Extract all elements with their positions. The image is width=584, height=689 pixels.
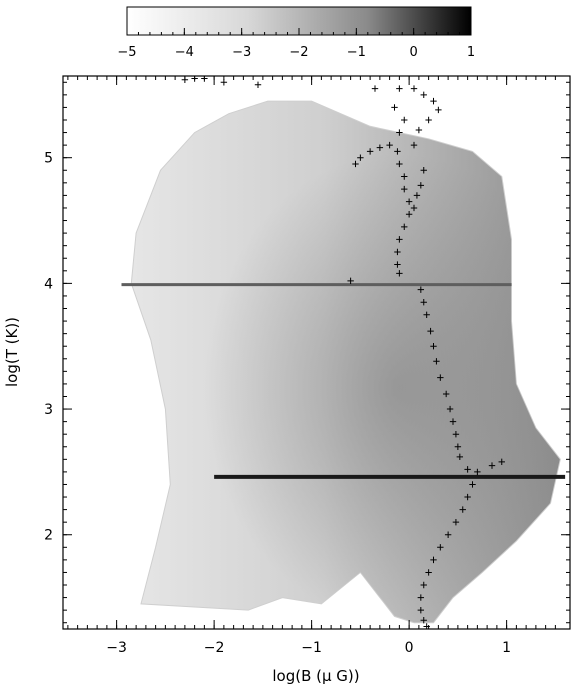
- x-tick-label: 1: [502, 640, 511, 656]
- marker-point-49: [452, 430, 460, 438]
- marker-point-61: [437, 544, 444, 551]
- axis-ticks: −3 −2 −1 0 1 2 3 4 5: [44, 76, 570, 656]
- distribution-core: [131, 101, 561, 623]
- marker-point-60: [444, 531, 452, 538]
- marker-point-33: [415, 126, 423, 134]
- marker-point-25: [394, 248, 401, 256]
- marker-series: [181, 76, 505, 629]
- marker-point-63: [425, 569, 432, 576]
- marker-point-58: [459, 506, 466, 513]
- marker-point-35: [420, 167, 427, 174]
- marker-point-67: [420, 617, 427, 624]
- colorbar-tick-label: −2: [289, 45, 308, 60]
- colorbar-tick-label: 0: [410, 45, 418, 60]
- marker-point-42: [427, 327, 434, 335]
- marker-point-13: [396, 85, 403, 92]
- marker-point-31: [435, 106, 442, 114]
- x-axis-title: log(B (μ G)): [272, 667, 359, 685]
- plot-frame: [62, 75, 571, 630]
- plot-area: −3 −2 −1 0 1 2 3 4 5: [44, 75, 571, 656]
- marker-point-34: [410, 141, 418, 149]
- colorbar-tick-label: 1: [467, 45, 475, 60]
- marker-point-11: [386, 141, 393, 149]
- marker-point-30: [430, 97, 437, 105]
- marker-point-45: [437, 374, 444, 381]
- marker-point-8: [357, 154, 364, 161]
- marker-point-29: [420, 91, 427, 99]
- marker-point-22: [405, 211, 413, 218]
- marker-point-32: [425, 116, 432, 124]
- marker-point-38: [410, 204, 418, 212]
- y-tick-label: 2: [44, 528, 53, 544]
- y-tick-label: 4: [44, 276, 53, 292]
- marker-point-7: [352, 160, 359, 168]
- marker-point-23: [401, 223, 408, 231]
- marker-point-46: [442, 390, 450, 398]
- marker-point-44: [433, 358, 440, 365]
- marker-point-39: [417, 286, 425, 293]
- marker-point-36: [417, 182, 425, 189]
- marker-point-62: [430, 556, 437, 564]
- marker-point-16: [396, 129, 403, 136]
- marker-point-21: [405, 198, 413, 205]
- marker-point-5: [254, 81, 262, 88]
- marker-point-18: [396, 160, 403, 168]
- marker-point-15: [401, 116, 408, 124]
- y-tick-label: 5: [44, 151, 53, 167]
- marker-point-4: [220, 79, 228, 86]
- marker-point-52: [464, 466, 471, 473]
- colorbar: −5 −4 −3 −2 −1 0 1: [117, 6, 475, 60]
- marker-point-12: [371, 85, 379, 92]
- marker-point-20: [401, 185, 408, 193]
- colorbar-ticks: −5 −4 −3 −2 −1 0 1: [117, 28, 475, 60]
- marker-point-55: [498, 458, 505, 466]
- colorbar-tick-label: −1: [347, 45, 366, 60]
- marker-point-27: [396, 270, 403, 277]
- marker-point-24: [396, 236, 403, 243]
- marker-point-9: [366, 148, 374, 155]
- marker-point-66: [417, 606, 425, 614]
- dense-bands: [121, 283, 566, 479]
- colorbar-tick-label: −3: [232, 45, 251, 60]
- marker-point-57: [464, 493, 471, 501]
- x-tick-label: 0: [405, 640, 414, 656]
- x-tick-label: −2: [204, 640, 225, 656]
- marker-point-17: [394, 148, 401, 155]
- marker-point-65: [417, 594, 425, 601]
- x-tick-label: −1: [301, 640, 322, 656]
- marker-point-47: [446, 405, 454, 413]
- marker-point-19: [401, 173, 408, 180]
- marker-point-37: [413, 192, 421, 199]
- marker-point-56: [469, 481, 476, 488]
- marker-point-14: [391, 104, 398, 111]
- y-axis-title: log(T (K)): [3, 317, 21, 387]
- colorbar-tick-label: −5: [117, 45, 136, 60]
- y-tick-label: 3: [44, 402, 53, 418]
- marker-point-6: [347, 277, 354, 285]
- x-tick-label: −3: [106, 640, 127, 656]
- marker-point-40: [420, 299, 427, 306]
- marker-point-43: [430, 343, 437, 350]
- marker-point-41: [423, 311, 430, 318]
- marker-point-53: [474, 468, 481, 476]
- marker-point-54: [488, 462, 496, 469]
- marker-point-64: [420, 581, 427, 589]
- marker-point-26: [394, 261, 401, 268]
- marker-point-50: [454, 443, 462, 450]
- colorbar-tick-label: −4: [175, 45, 194, 60]
- marker-point-28: [410, 85, 418, 92]
- marker-point-59: [452, 518, 460, 526]
- marker-point-51: [456, 453, 464, 461]
- marker-point-48: [449, 418, 457, 425]
- marker-point-10: [376, 144, 384, 151]
